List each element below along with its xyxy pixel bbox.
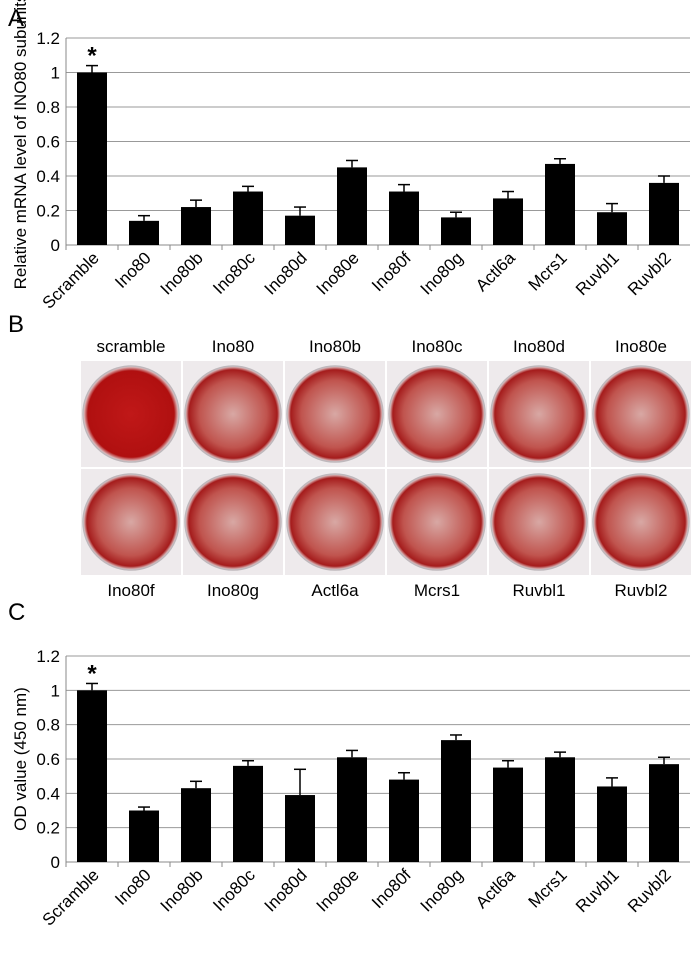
x-tick-label: Ino80d <box>261 248 311 298</box>
x-tick-label: Ino80g <box>417 248 467 298</box>
well-label: Ino80c <box>411 337 463 356</box>
bar <box>129 810 159 862</box>
x-tick-label: Actl6a <box>472 248 519 295</box>
y-axis-label: Relative mRNA level of INO80 subunits <box>11 0 30 289</box>
bar <box>77 72 107 245</box>
well-label: Mcrs1 <box>414 581 460 600</box>
y-axis-label: OD value (450 nm) <box>11 687 30 831</box>
y-tick-label: 1 <box>51 64 60 83</box>
bar <box>285 215 315 245</box>
well <box>286 473 384 571</box>
y-tick-label: 0 <box>51 853 60 872</box>
y-tick-label: 0.4 <box>36 167 60 186</box>
x-tick-label: Mcrs1 <box>525 248 571 294</box>
panel-label: C <box>8 599 25 626</box>
x-tick-label: Ino80 <box>111 865 155 909</box>
y-tick-label: 0.2 <box>36 819 60 838</box>
x-tick-label: Ino80g <box>417 865 467 915</box>
bar <box>337 757 367 862</box>
well <box>184 473 282 571</box>
bar <box>441 740 471 862</box>
well-label: Ino80b <box>309 337 361 356</box>
x-tick-label: Scramble <box>39 865 103 929</box>
y-tick-label: 1.2 <box>36 647 60 666</box>
y-tick-label: 0.6 <box>36 750 60 769</box>
well <box>388 473 486 571</box>
bar <box>649 764 679 862</box>
x-tick-label: Ruvbl1 <box>572 248 623 299</box>
bar <box>389 779 419 862</box>
bar <box>337 167 367 245</box>
well <box>286 365 384 463</box>
x-tick-label: Ino80 <box>111 248 155 292</box>
y-tick-label: 0.6 <box>36 133 60 152</box>
annotation: * <box>87 43 97 70</box>
y-tick-label: 0.2 <box>36 202 60 221</box>
bar <box>233 191 263 245</box>
well-label: Ino80d <box>513 337 565 356</box>
x-tick-label: Ino80c <box>209 865 259 915</box>
bar <box>181 207 211 245</box>
well-label: Ino80g <box>207 581 259 600</box>
x-tick-label: Ino80f <box>368 248 415 295</box>
bar <box>285 795 315 862</box>
y-tick-label: 1 <box>51 681 60 700</box>
well <box>592 365 690 463</box>
well-photos: scramble Ino80 Ino80b Ino80c Ino80d Ino80e Ino… <box>81 337 691 600</box>
x-tick-label: Actl6a <box>472 865 519 912</box>
well-label: Ruvbl2 <box>615 581 668 600</box>
x-tick-label: Scramble <box>39 248 103 312</box>
well <box>82 365 180 463</box>
well <box>490 365 588 463</box>
bar <box>649 182 679 245</box>
well-label: Ino80 <box>212 337 255 356</box>
y-tick-label: 0.8 <box>36 716 60 735</box>
x-tick-label: Ino80f <box>368 865 415 912</box>
panel-label: A <box>8 5 24 32</box>
well-label: scramble <box>97 337 166 356</box>
x-tick-label: Ruvbl1 <box>572 865 623 916</box>
well <box>388 365 486 463</box>
x-tick-label: Ino80c <box>209 248 259 298</box>
bar <box>545 163 575 245</box>
x-tick-label: Ruvbl2 <box>624 248 675 299</box>
x-tick-label: Ino80d <box>261 865 311 915</box>
x-tick-label: Mcrs1 <box>525 865 571 911</box>
bar <box>389 191 419 245</box>
x-tick-label: Ino80b <box>157 248 207 298</box>
well-label: Ruvbl1 <box>513 581 566 600</box>
x-tick-label: Ino80b <box>157 865 207 915</box>
x-tick-label: Ino80e <box>313 865 363 915</box>
bar <box>493 198 523 245</box>
bar <box>597 786 627 862</box>
well-label: Ino80e <box>615 337 667 356</box>
bar <box>493 767 523 862</box>
bar <box>233 765 263 862</box>
well-label: Ino80f <box>107 581 155 600</box>
bar <box>77 690 107 862</box>
y-tick-label: 0.8 <box>36 98 60 117</box>
well-label: Actl6a <box>311 581 359 600</box>
bar <box>441 217 471 245</box>
well <box>592 473 690 571</box>
y-tick-label: 1.2 <box>36 29 60 48</box>
x-tick-label: Ino80e <box>313 248 363 298</box>
annotation: * <box>87 660 97 687</box>
panel-label: B <box>8 311 24 338</box>
bar <box>129 220 159 245</box>
bar <box>181 788 211 862</box>
bar <box>597 212 627 245</box>
well <box>82 473 180 571</box>
well <box>184 365 282 463</box>
y-tick-label: 0 <box>51 236 60 255</box>
y-tick-label: 0.4 <box>36 784 60 803</box>
x-tick-label: Ruvbl2 <box>624 865 675 916</box>
well <box>490 473 588 571</box>
bar <box>545 757 575 862</box>
